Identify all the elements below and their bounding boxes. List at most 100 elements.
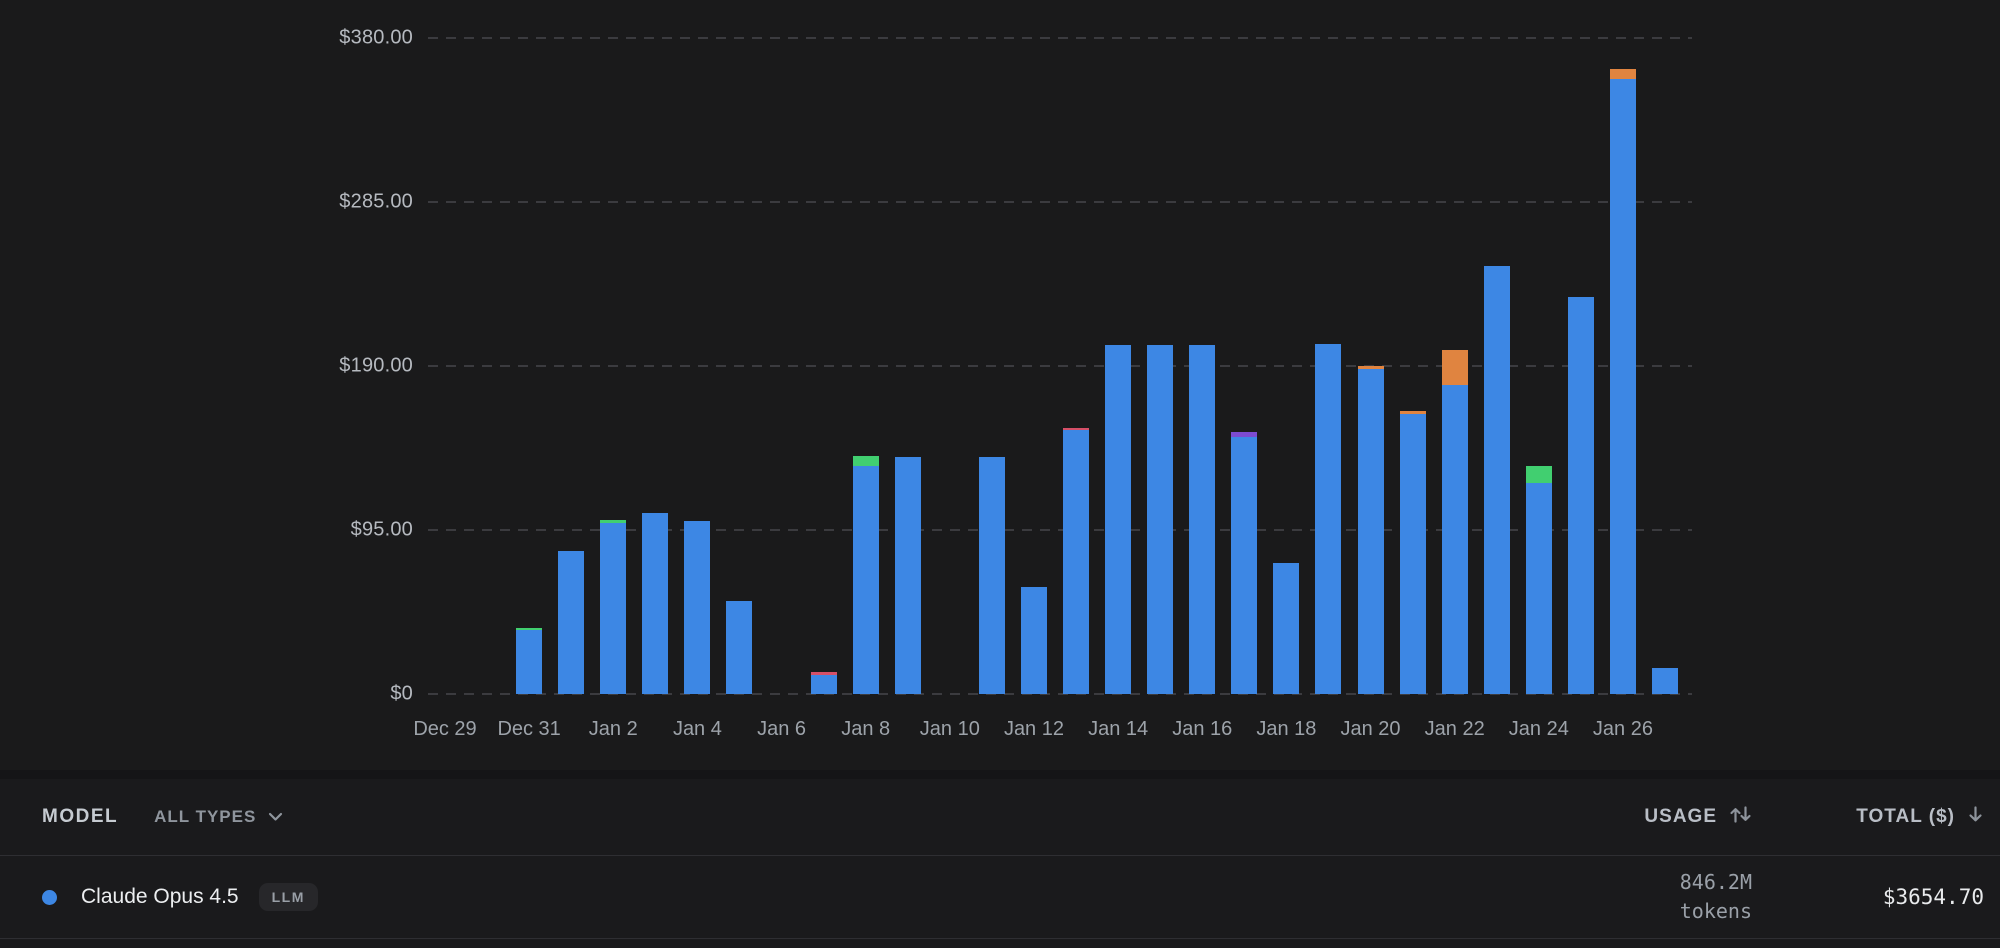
gridline — [428, 37, 1692, 39]
bar-segment — [852, 456, 879, 466]
x-axis-label: Jan 8 — [841, 718, 891, 740]
gridline — [428, 365, 1692, 367]
bar-segment — [1063, 430, 1090, 694]
bar-jan-9[interactable] — [894, 457, 921, 694]
bar-jan-3[interactable] — [642, 513, 669, 694]
bar-segment — [1189, 345, 1216, 694]
x-axis-label: Jan 24 — [1508, 718, 1569, 740]
row-divider — [0, 938, 2000, 939]
bar-segment — [1652, 668, 1679, 694]
usage-cell: 846.2M tokens — [1532, 868, 1752, 926]
bar-segment — [1399, 414, 1426, 694]
bar-segment — [810, 675, 837, 694]
bar-segment — [1315, 344, 1342, 694]
column-header-total[interactable]: TOTAL ($) — [1752, 805, 1984, 830]
x-axis-label: Jan 4 — [672, 718, 722, 740]
bar-jan-17[interactable] — [1231, 432, 1258, 694]
bar-jan-24[interactable] — [1525, 466, 1552, 694]
bar-segment — [894, 457, 921, 694]
bar-segment — [810, 672, 837, 675]
bar-jan-16[interactable] — [1189, 345, 1216, 694]
bar-jan-4[interactable] — [684, 521, 711, 694]
bar-segment — [1147, 345, 1174, 694]
bar-segment — [642, 513, 669, 694]
bar-jan-27[interactable] — [1652, 668, 1679, 694]
y-axis-label: $95.00 — [350, 518, 413, 541]
bar-jan-12[interactable] — [1020, 587, 1047, 694]
bar-jan-25[interactable] — [1567, 297, 1594, 694]
bar-jan-23[interactable] — [1483, 266, 1510, 694]
total-header-label: TOTAL ($) — [1856, 806, 1955, 827]
bar-jan-21[interactable] — [1399, 411, 1426, 694]
bar-segment — [600, 520, 627, 523]
bar-jan-19[interactable] — [1315, 344, 1342, 694]
chevron-down-icon — [268, 807, 283, 827]
bar-segment — [1357, 366, 1384, 369]
bar-segment — [1063, 428, 1090, 430]
bar-jan-20[interactable] — [1357, 366, 1384, 694]
bar-segment — [1609, 79, 1636, 694]
bar-segment — [558, 551, 585, 694]
bar-jan-1[interactable] — [558, 551, 585, 694]
x-axis-label: Jan 16 — [1172, 718, 1233, 740]
type-filter-dropdown[interactable]: ALL TYPES — [154, 807, 283, 827]
bar-jan-26[interactable] — [1609, 69, 1636, 694]
x-axis-label: Jan 20 — [1340, 718, 1401, 740]
bar-jan-13[interactable] — [1063, 428, 1090, 694]
total-cell: $3654.70 — [1882, 885, 1984, 909]
bar-jan-11[interactable] — [978, 457, 1005, 694]
bar-segment — [1609, 69, 1636, 79]
x-axis-label: Jan 22 — [1424, 718, 1485, 740]
bar-segment — [1105, 345, 1132, 694]
bar-jan-22[interactable] — [1441, 350, 1468, 694]
bar-segment — [1525, 466, 1552, 483]
y-axis-label: $380.00 — [339, 26, 413, 49]
model-cell: Claude Opus 4.5 LLM — [42, 883, 1532, 911]
section-divider — [0, 770, 2000, 779]
column-header-usage[interactable]: USAGE — [1532, 805, 1752, 830]
x-axis-label: Dec 29 — [413, 718, 477, 740]
bar-segment — [852, 466, 879, 694]
bar-segment — [600, 523, 627, 694]
bar-segment — [1525, 483, 1552, 694]
sort-up-down-icon — [1729, 805, 1752, 830]
bar-segment — [1357, 369, 1384, 694]
gridline — [428, 529, 1692, 531]
header-divider — [0, 855, 2000, 856]
bar-jan-8[interactable] — [852, 456, 879, 694]
bar-jan-2[interactable] — [600, 520, 627, 694]
bar-segment — [516, 628, 543, 630]
bar-jan-15[interactable] — [1147, 345, 1174, 694]
usage-header-label: USAGE — [1644, 806, 1717, 827]
table-row-claude-opus-4-5[interactable]: Claude Opus 4.5 LLM 846.2M tokens $3654.… — [0, 856, 2000, 938]
table-header-row: MODEL ALL TYPES USAGE — [0, 779, 2000, 855]
x-axis-label: Jan 2 — [588, 718, 638, 740]
bar-segment — [516, 630, 543, 694]
bar-segment — [684, 521, 711, 694]
bar-segment — [1567, 297, 1594, 694]
bar-jan-14[interactable] — [1105, 345, 1132, 694]
bar-segment — [1441, 385, 1468, 694]
x-axis-label: Dec 31 — [497, 718, 561, 740]
column-header-model: MODEL — [42, 806, 119, 827]
y-axis-label: $190.00 — [339, 354, 413, 377]
bar-segment — [978, 457, 1005, 694]
x-axis-label: Jan 18 — [1256, 718, 1317, 740]
bar-jan-7[interactable] — [810, 672, 837, 694]
bar-segment — [1441, 350, 1468, 385]
bar-segment — [1231, 432, 1258, 437]
x-axis-label: Jan 12 — [1003, 718, 1064, 740]
y-axis-label: $285.00 — [339, 190, 413, 213]
bar-jan-5[interactable] — [726, 601, 753, 694]
bar-segment — [1399, 411, 1426, 414]
x-axis-label: Jan 14 — [1088, 718, 1149, 740]
sort-descending-icon — [1967, 805, 1984, 830]
bar-jan-18[interactable] — [1273, 563, 1300, 694]
usage-amount: 846.2M — [1679, 870, 1752, 894]
bar-segment — [726, 601, 753, 694]
model-usage-table: MODEL ALL TYPES USAGE — [0, 779, 2000, 948]
bar-dec-31[interactable] — [516, 628, 543, 694]
usage-unit: tokens — [1679, 899, 1752, 923]
